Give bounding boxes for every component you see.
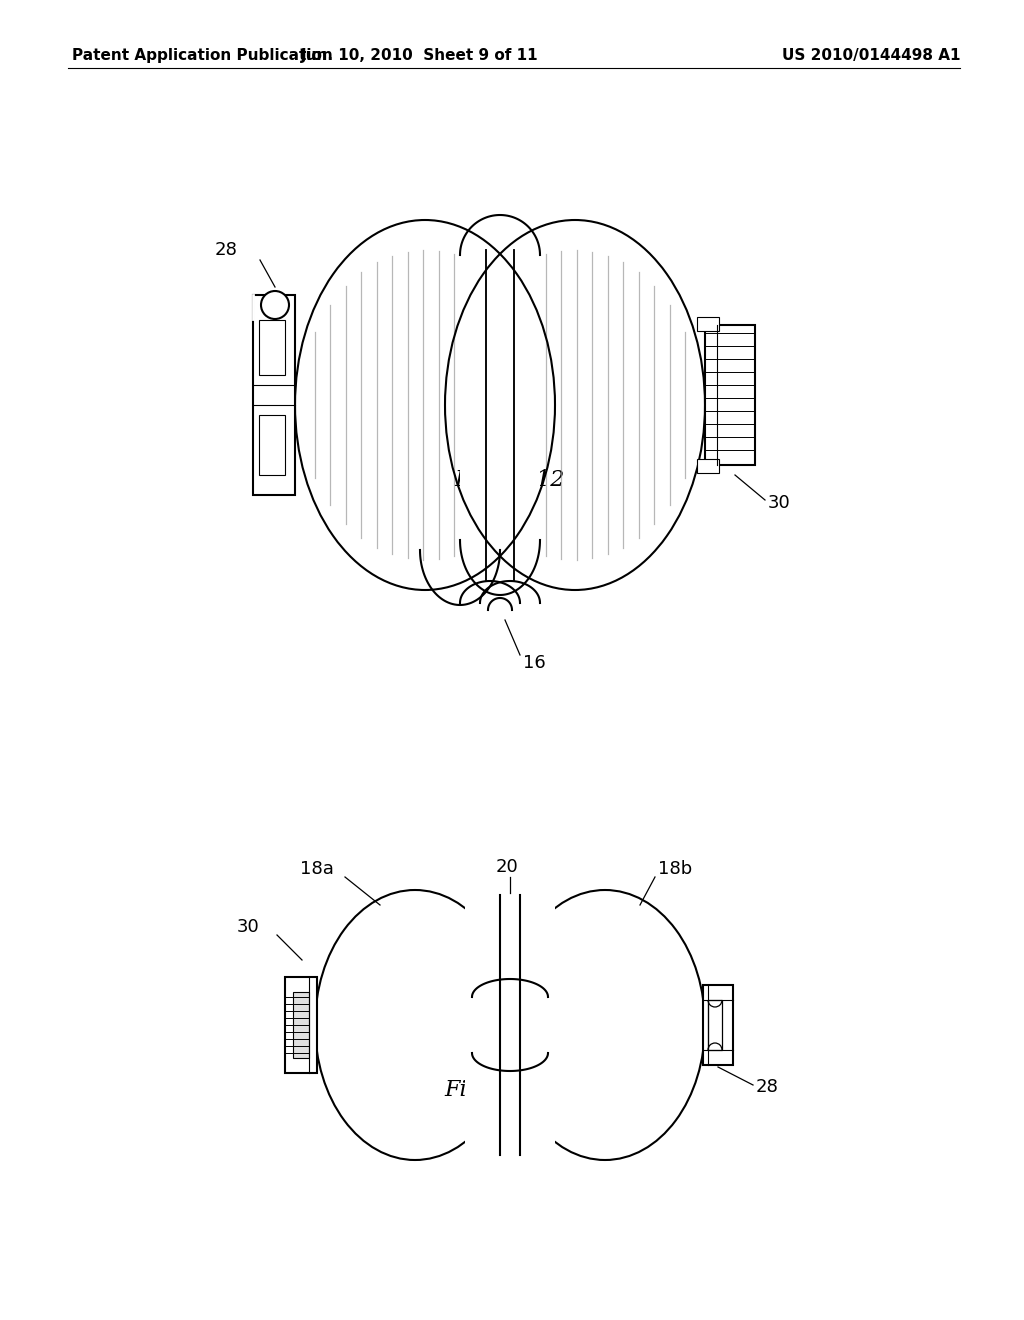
Ellipse shape [445, 220, 705, 590]
Text: 16: 16 [523, 653, 546, 672]
Ellipse shape [295, 220, 555, 590]
Ellipse shape [315, 890, 515, 1160]
Text: 28: 28 [215, 242, 238, 259]
Bar [259, 319, 285, 375]
Bar [285, 977, 317, 1073]
Bar [705, 325, 755, 465]
Bar [460, 201, 540, 601]
Text: 30: 30 [237, 917, 260, 936]
Bar [703, 985, 733, 1065]
Bar [259, 414, 285, 475]
Circle shape [261, 290, 289, 319]
Text: 28: 28 [756, 1078, 779, 1096]
Text: 30: 30 [768, 494, 791, 512]
Bar [697, 317, 719, 331]
Bar [253, 294, 295, 495]
Bar [697, 459, 719, 473]
Text: 20: 20 [496, 858, 519, 876]
Text: Figure 13: Figure 13 [444, 1078, 555, 1101]
Text: Figure 12: Figure 12 [455, 469, 565, 491]
Text: 18b: 18b [658, 861, 692, 878]
Text: Jun. 10, 2010  Sheet 9 of 11: Jun. 10, 2010 Sheet 9 of 11 [301, 48, 539, 63]
Ellipse shape [505, 890, 705, 1160]
Bar [708, 1001, 722, 1049]
Bar [293, 993, 309, 1059]
Text: Patent Application Publication: Patent Application Publication [72, 48, 333, 63]
Text: US 2010/0144498 A1: US 2010/0144498 A1 [781, 48, 961, 63]
Text: 18a: 18a [300, 861, 334, 878]
Bar [465, 884, 555, 1166]
